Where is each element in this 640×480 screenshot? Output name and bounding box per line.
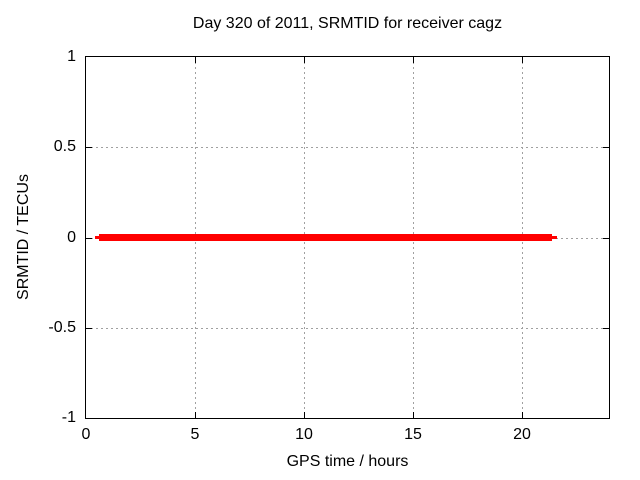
y-tick-left [86,147,92,148]
y-tick-right [603,238,609,239]
y-tick-label: 1 [67,48,76,65]
series-line [99,234,553,241]
x-tick-bottom [304,412,305,418]
x-axis-label: GPS time / hours [286,453,409,470]
x-tick-bottom [413,412,414,418]
x-tick-bottom [195,412,196,418]
y-tick-label: -1 [61,409,76,426]
y-tick-left [86,328,92,329]
x-tick-top [522,57,523,63]
x-tick-label: 15 [404,426,422,443]
x-tick-top [304,57,305,63]
x-tick-top [413,57,414,63]
x-tick-bottom [522,412,523,418]
x-tick-label: 20 [513,426,531,443]
y-tick-label: -0.5 [48,319,76,336]
chart-title: Day 320 of 2011, SRMTID for receiver cag… [192,15,503,32]
gridline-y--0.5 [86,328,609,329]
y-tick-right [603,147,609,148]
y-tick-label: 0 [67,229,76,246]
x-tick-label: 0 [81,426,91,443]
plot-area: 0 5 10 15 20 -1 -0.5 0 0.5 1 [48,49,610,443]
x-tick-label: 5 [190,426,200,443]
x-tick-label: 10 [295,426,313,443]
gridline-y-0.5 [86,147,609,148]
y-tick-right [603,328,609,329]
x-tick-top [195,57,196,63]
y-tick-label: 0.5 [53,138,76,155]
y-tick-left [86,238,92,239]
